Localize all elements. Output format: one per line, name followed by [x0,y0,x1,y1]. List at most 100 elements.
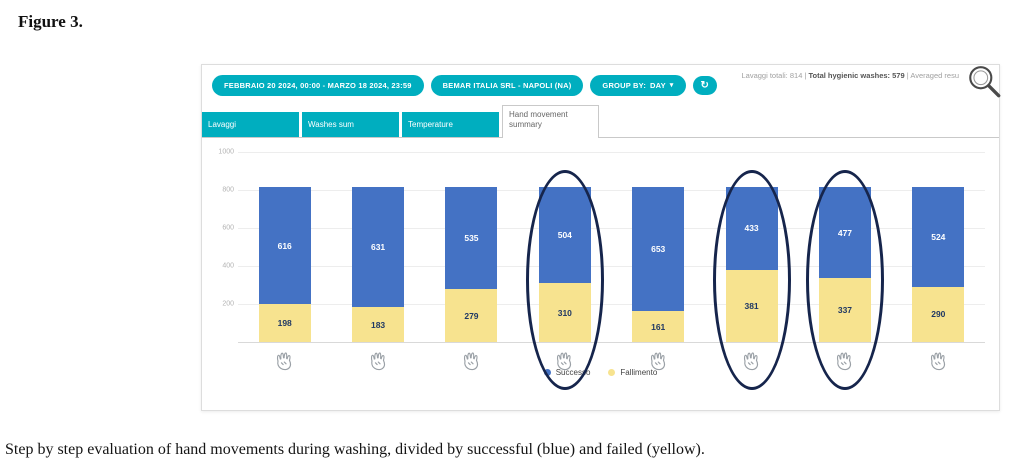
bar-value-label: 524 [931,232,946,243]
y-tick-label: 200 [222,300,234,308]
successo-segment: 653 [632,187,685,312]
gridline [238,304,985,305]
y-tick-label: 1000 [218,148,234,156]
successo-segment: 433 [725,187,778,270]
hand-gesture-icon [553,350,576,378]
successo-segment: 535 [445,187,498,289]
x-axis-icon-cell [518,344,611,384]
x-axis-icon-cell [612,344,705,384]
x-axis-icon-cell [798,344,891,384]
y-tick-label: 400 [222,262,234,270]
fallimento-segment: 161 [632,311,685,342]
bar-column: 477 337 [798,152,891,342]
date-range-button[interactable]: FEBBRAIO 20 2024, 00:00 - MARZO 18 2024,… [212,74,424,96]
tab-bar: Lavaggi Washes sum Temperature Hand move… [202,105,999,138]
tab-lavaggi[interactable]: Lavaggi [202,112,299,137]
successo-segment: 504 [538,187,591,284]
fallimento-segment: 198 [258,304,311,342]
bar-value-label: 290 [931,309,946,320]
hand-gesture-icon [647,350,670,378]
bar-value-label: 504 [557,230,572,241]
fallimento-segment: 310 [538,283,591,342]
x-axis-icon-cell [705,344,798,384]
x-axis-icon-cell [331,344,424,384]
stacked-bar[interactable]: 477 337 [818,187,871,342]
group-by-value: DAY [650,80,666,90]
hand-gesture-icon [367,350,390,378]
hand-gesture-icon [460,350,483,378]
toolbar: FEBBRAIO 20 2024, 00:00 - MARZO 18 2024,… [202,65,1001,105]
bar-value-label: 616 [277,240,292,251]
x-axis-icon-cell [892,344,985,384]
fallimento-segment: 279 [445,289,498,342]
bar-value-label: 433 [744,223,759,234]
dashboard-screenshot: FEBBRAIO 20 2024, 00:00 - MARZO 18 2024,… [201,64,1001,411]
x-axis-icons [238,344,985,384]
chart-legend: Successo Fallimento [202,368,999,377]
plot-area: 1000 800 600 400 200 616 198 631 183 535 279 504 310… [218,149,985,343]
legend-item: Fallimento [608,368,657,377]
magnifier-icon [965,63,1005,103]
legend-label: Fallimento [620,368,658,377]
gridline [238,266,985,267]
x-axis-icon-cell [238,344,331,384]
stacked-bar[interactable]: 653 161 [632,187,685,342]
figure-label: Figure 3. [18,12,83,31]
bar-value-label: 279 [464,310,479,321]
y-tick-label: 800 [222,186,234,194]
gridline [238,228,985,229]
bar-value-label: 653 [651,244,666,255]
bar-value-label: 198 [277,318,292,329]
bar-column: 524 290 [892,152,985,342]
bar-value-label: 310 [557,307,572,318]
fallimento-segment: 337 [818,277,871,342]
refresh-button[interactable]: ↻ [692,75,718,95]
group-by-label: GROUP BY: [602,80,647,90]
bar-value-label: 337 [837,304,853,315]
site-button[interactable]: BEMAR ITALIA SRL - NAPOLI (NA) [430,74,584,96]
successo-segment: 524 [912,187,965,287]
hand-gesture-icon [273,350,296,378]
gridline [238,152,985,153]
bar-value-label: 477 [837,227,853,238]
gridline [238,190,985,191]
tab-hand-movement-summary[interactable]: Hand movement summary [502,105,599,138]
legend-dot [608,369,616,376]
x-axis-line [238,342,985,343]
legend-dot [543,369,551,376]
bar-value-label: 161 [651,321,666,332]
stacked-bar[interactable]: 524 290 [912,187,965,342]
bar-column: 616 198 [238,152,331,342]
tab-temperature[interactable]: Temperature [402,112,499,137]
fallimento-segment: 290 [912,286,965,342]
x-axis-icon-cell [425,344,518,384]
stacked-bar[interactable]: 535 279 [445,187,498,342]
bar-value-label: 631 [370,242,386,253]
refresh-icon: ↻ [700,79,710,91]
group-by-button[interactable]: GROUP BY: DAY ▾ [590,74,686,96]
chart-card: 1000 800 600 400 200 616 198 631 183 535 279 504 310… [202,137,999,410]
summary-hygienic-washes: Total hygienic washes: 579 [808,71,905,80]
hand-gesture-icon [740,350,763,378]
stacked-bar[interactable]: 616 198 [258,187,311,342]
stacked-bar[interactable]: 631 183 [352,187,405,342]
figure-caption: Step by step evaluation of hand movement… [5,441,705,458]
bar-value-label: 183 [370,319,386,330]
summary-averaged: | Averaged resu [904,71,959,80]
fallimento-segment: 381 [725,269,778,342]
bar-column: 653 161 [612,152,705,342]
y-tick-label: 600 [222,224,234,232]
hand-gesture-icon [927,350,950,378]
tab-washes-sum[interactable]: Washes sum [302,112,399,137]
legend-label: Successo [555,368,591,377]
bar-column: 433 381 [705,152,798,342]
stacked-bar[interactable]: 433 381 [725,187,778,342]
stacked-bar[interactable]: 504 310 [538,187,591,342]
bar-column: 504 310 [518,152,611,342]
chevron-down-icon: ▾ [669,82,674,89]
summary-lavaggi-totali: Lavaggi totali: 814 | [741,71,809,80]
bars-layer: 616 198 631 183 535 279 504 310 653 161 433 381 477 3… [238,152,985,342]
bar-value-label: 535 [464,233,479,244]
successo-segment: 631 [352,187,405,308]
